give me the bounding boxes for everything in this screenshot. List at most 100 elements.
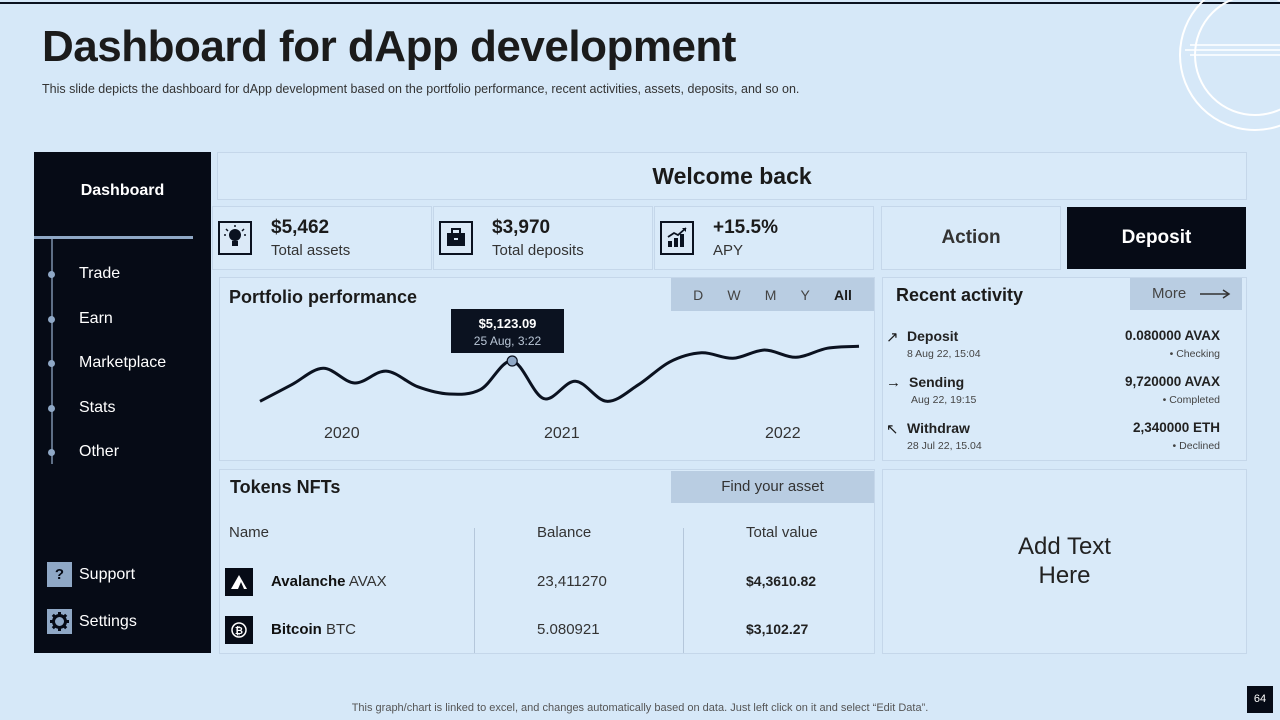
portfolio-line-chart[interactable] <box>220 278 874 460</box>
arrow-up-left-icon: ↖ <box>886 421 899 438</box>
tokens-title[interactable]: Tokens NFTs <box>230 477 341 497</box>
sidebar-dot <box>48 316 55 323</box>
sidebar-dot <box>48 360 55 367</box>
recent-activity-title: Recent activity <box>896 285 1024 305</box>
token-balance: 23,411270 <box>537 573 607 590</box>
arrow-up-right-icon: ↗ <box>886 329 899 346</box>
portfolio-series-line <box>259 344 860 403</box>
range-day-tab[interactable]: D <box>693 286 704 303</box>
activity-amount: 2,340000 ETH <box>1132 420 1220 435</box>
activity-status: • Declined <box>1172 440 1220 452</box>
table-row[interactable]: ₿ Bitcoin BTC 5.080921 $3,102.27 <box>220 616 874 646</box>
column-header-value: Total value <box>746 524 818 541</box>
find-asset-input[interactable]: Find your asset <box>671 471 874 503</box>
sidebar-item-support[interactable]: Support <box>79 566 136 583</box>
sidebar: Dashboard Trade Earn Marketplace Stats O… <box>34 152 211 653</box>
lightbulb-icon <box>218 221 252 255</box>
total-deposits-label: Total deposits <box>492 242 584 259</box>
column-header-balance: Balance <box>537 524 592 541</box>
portfolio-title: Portfolio performance <box>229 287 418 307</box>
arrow-right-icon <box>1200 289 1231 299</box>
page-subtitle: This slide depicts the dashboard for dAp… <box>42 82 800 96</box>
table-row[interactable]: Avalanche AVAX 23,411270 $4,3610.82 <box>220 568 874 598</box>
svg-text:₿: ₿ <box>235 625 243 637</box>
total-deposits-value: $3,970 <box>492 217 551 238</box>
token-balance: 5.080921 <box>537 621 600 638</box>
column-divider <box>474 528 475 653</box>
column-header-name: Name <box>229 524 270 541</box>
arrow-right-icon: → <box>886 374 901 391</box>
sidebar-dot <box>48 405 55 412</box>
activity-status: • Checking <box>1169 348 1220 360</box>
sidebar-item-trade[interactable]: Trade <box>79 265 121 282</box>
stat-total-assets: $5,462 Total assets <box>213 207 431 269</box>
activity-name: Withdraw <box>907 420 970 436</box>
bitcoin-icon: ₿ <box>225 616 253 644</box>
sidebar-dot <box>48 449 55 456</box>
total-assets-value: $5,462 <box>271 217 330 238</box>
page-title: Dashboard for dApp development <box>42 22 736 71</box>
portfolio-performance-panel: Portfolio performance D W M Y All $5,123… <box>220 278 874 460</box>
add-text-placeholder[interactable]: Add Text Here <box>883 470 1246 653</box>
briefcase-icon <box>439 221 473 255</box>
sidebar-item-stats[interactable]: Stats <box>79 399 116 416</box>
help-icon[interactable]: ? <box>47 562 72 587</box>
sidebar-item-earn[interactable]: Earn <box>79 310 113 327</box>
sidebar-item-other[interactable]: Other <box>79 443 120 460</box>
placeholder-line: Here <box>1038 562 1091 589</box>
apy-label: APY <box>713 242 744 259</box>
token-value: $4,3610.82 <box>746 573 817 589</box>
range-year-tab[interactable]: Y <box>800 286 810 303</box>
token-value: $3,102.27 <box>746 621 809 637</box>
tooltip-date: 25 Aug, 3:22 <box>473 334 542 348</box>
welcome-banner: Welcome back <box>218 153 1246 199</box>
more-button[interactable]: More <box>1130 278 1242 310</box>
growth-chart-icon <box>660 221 694 255</box>
page-number: 64 <box>1247 686 1273 713</box>
token-ticker: BTC <box>321 621 357 638</box>
activity-row[interactable]: ↗ Deposit 8 Aug 22, 15:04 0.080000 AVAX … <box>883 328 1246 368</box>
stat-apy: +15.5% APY <box>655 207 873 269</box>
token-name-cell: Avalanche AVAX <box>271 573 387 590</box>
more-label: More <box>1152 285 1187 302</box>
top-rule <box>0 2 1280 4</box>
total-assets-label: Total assets <box>271 242 351 259</box>
apy-value: +15.5% <box>713 217 778 238</box>
action-button[interactable]: Action <box>882 207 1060 269</box>
deposit-button[interactable]: Deposit <box>1067 207 1246 269</box>
footer-note: This graph/chart is linked to excel, and… <box>351 702 929 714</box>
token-ticker: AVAX <box>345 573 387 590</box>
range-selector: D W M Y All <box>671 278 874 311</box>
x-tick-label: 2020 <box>324 425 360 442</box>
gear-icon[interactable] <box>47 609 72 634</box>
sidebar-divider <box>34 236 193 239</box>
activity-name: Deposit <box>907 328 959 344</box>
range-week-tab[interactable]: W <box>727 286 741 303</box>
stat-total-deposits: $3,970 Total deposits <box>434 207 652 269</box>
tokens-panel: Tokens NFTs Find your asset Name Balance… <box>220 470 874 653</box>
token-name: Bitcoin <box>271 621 322 638</box>
x-tick-label: 2021 <box>544 425 580 442</box>
range-month-tab[interactable]: M <box>764 286 777 303</box>
activity-row[interactable]: → Sending Aug 22, 19:15 9,720000 AVAX • … <box>883 374 1246 414</box>
activity-amount: 0.080000 AVAX <box>1124 328 1220 343</box>
sidebar-dot <box>48 271 55 278</box>
activity-status: • Completed <box>1162 394 1220 406</box>
placeholder-line: Add Text <box>1018 533 1111 560</box>
range-all-tab[interactable]: All <box>833 286 852 303</box>
sidebar-title[interactable]: Dashboard <box>80 182 165 199</box>
sidebar-item-marketplace[interactable]: Marketplace <box>79 354 167 371</box>
activity-row[interactable]: ↖ Withdraw 28 Jul 22, 15.04 2,340000 ETH… <box>883 420 1246 460</box>
activity-date: 8 Aug 22, 15:04 <box>907 348 981 360</box>
sidebar-track <box>51 239 53 464</box>
column-divider <box>683 528 684 653</box>
recent-activity-panel: Recent activity More ↗ Deposit 8 Aug 22,… <box>883 278 1246 460</box>
chart-tooltip: $5,123.09 25 Aug, 3:22 <box>451 309 564 353</box>
avalanche-icon <box>225 568 253 596</box>
activity-date: 28 Jul 22, 15.04 <box>907 440 982 452</box>
sidebar-item-settings[interactable]: Settings <box>79 613 137 630</box>
activity-date: Aug 22, 19:15 <box>911 394 977 406</box>
x-tick-label: 2022 <box>765 425 801 442</box>
token-name-cell: Bitcoin BTC <box>271 621 356 638</box>
highlight-point[interactable] <box>506 355 518 367</box>
